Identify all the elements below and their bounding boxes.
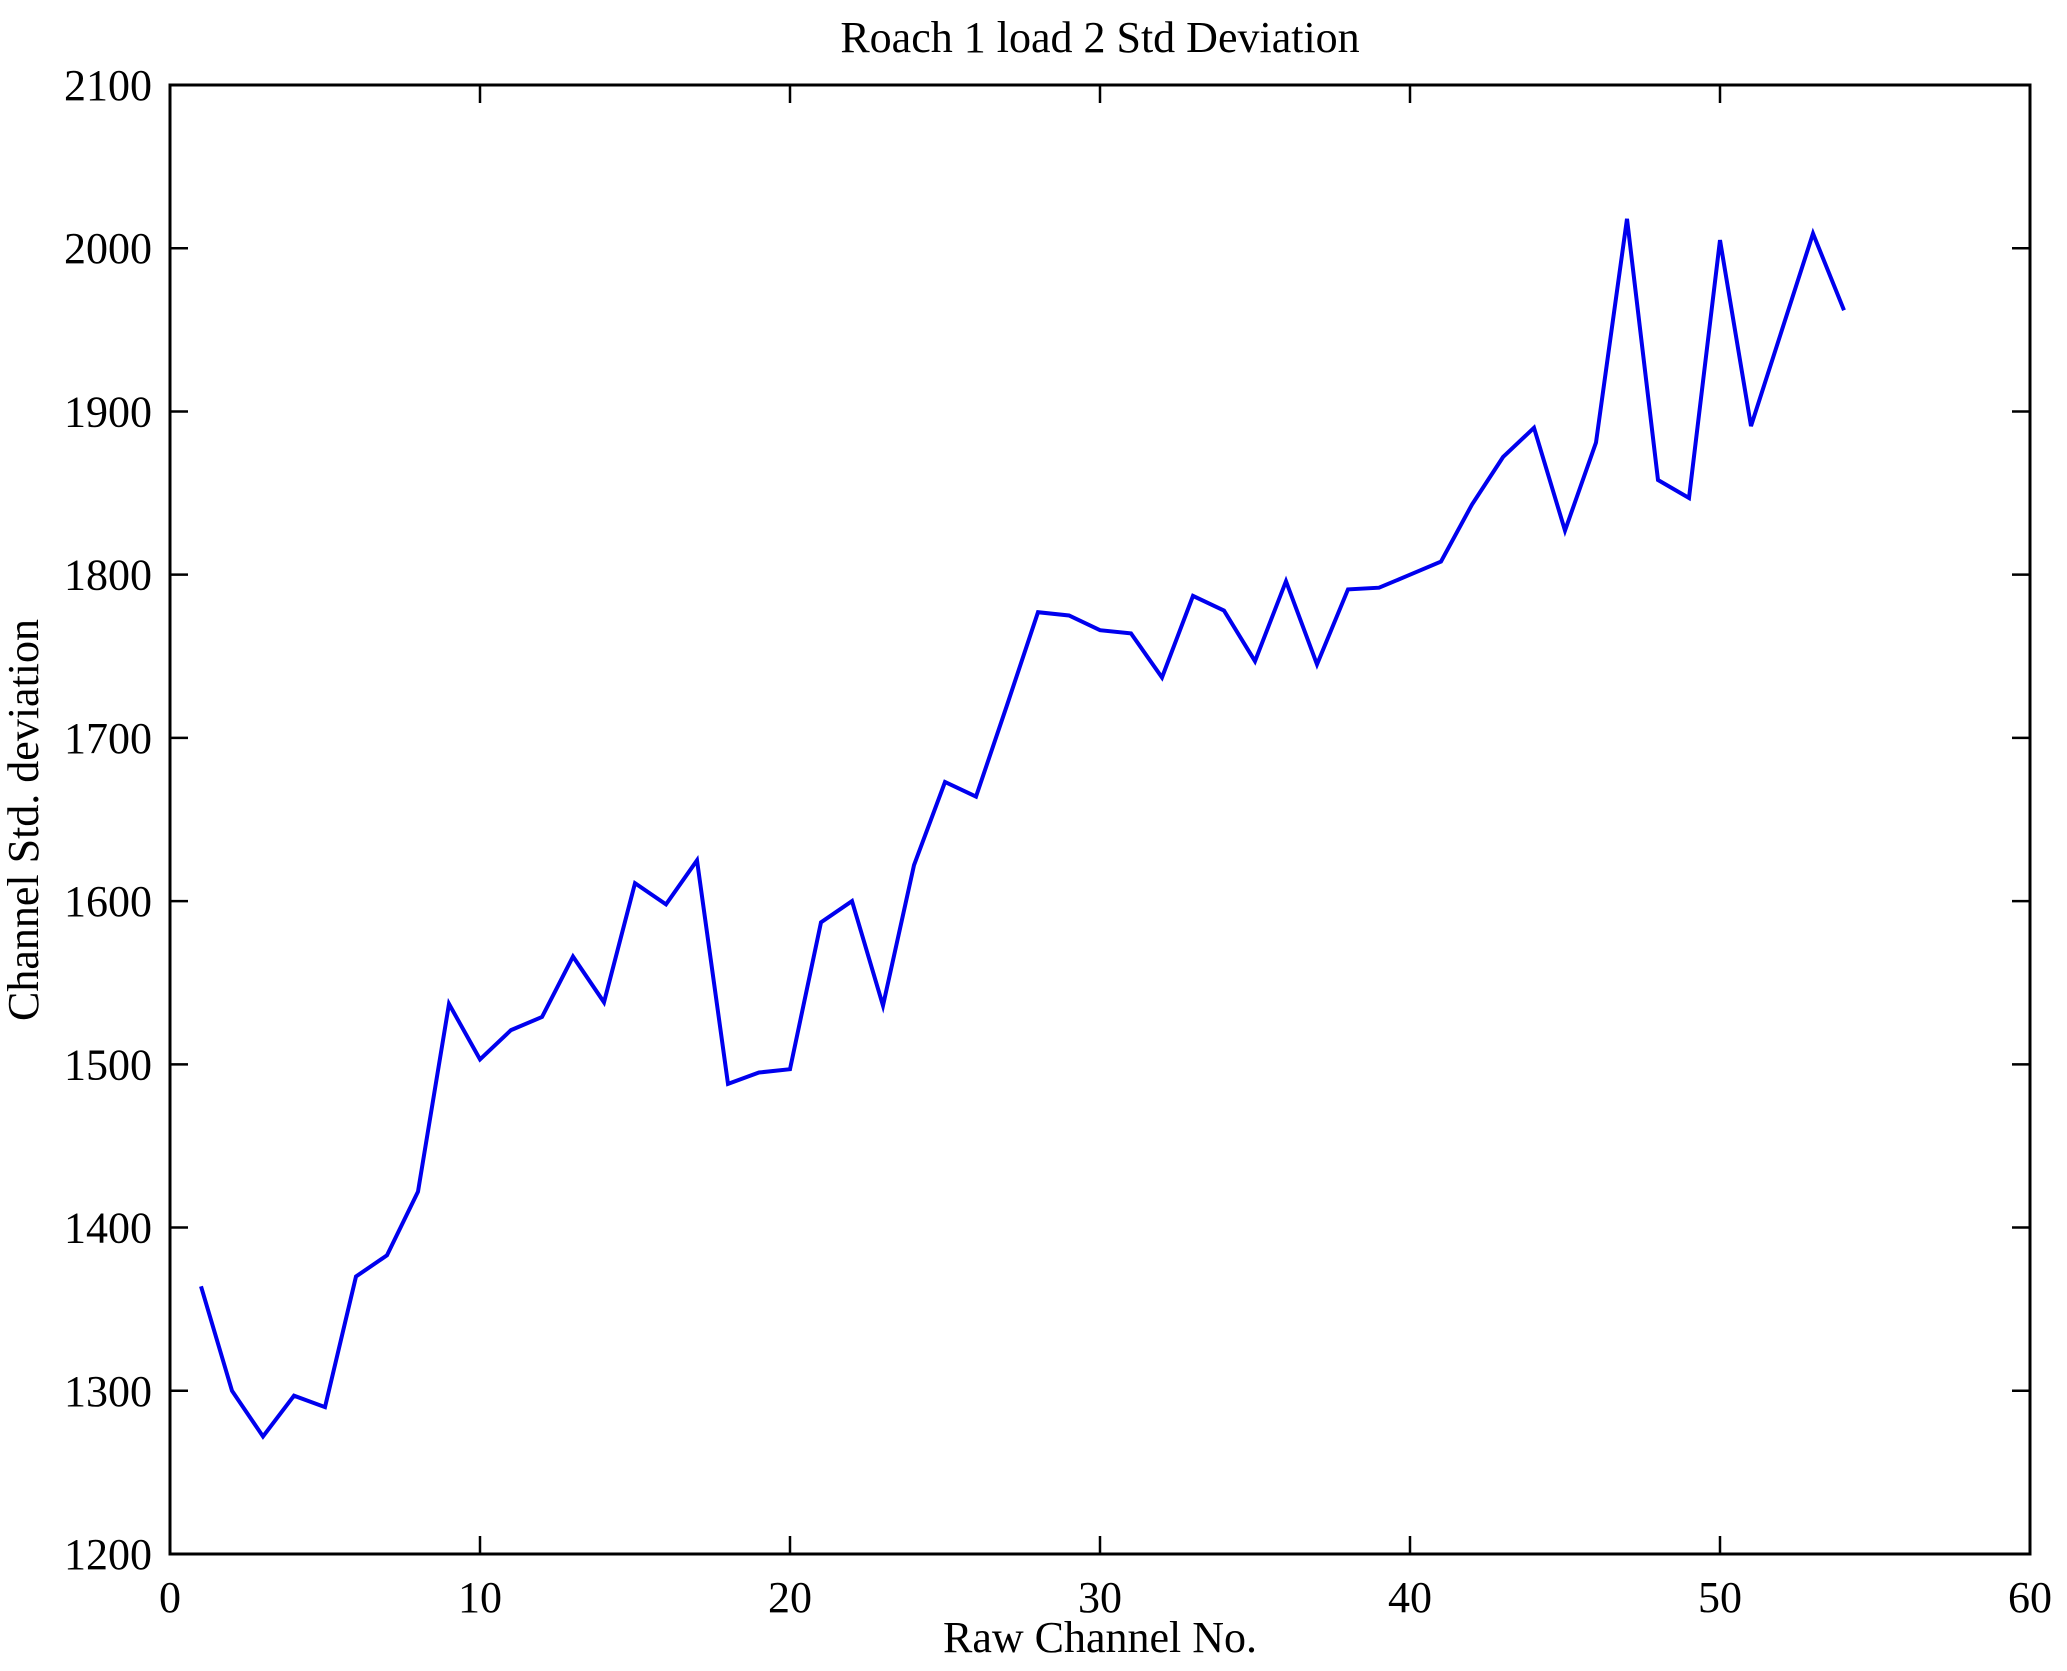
y-tick-label: 1200 — [64, 1530, 152, 1579]
axis-ticks — [168, 83, 2032, 1556]
y-tick-label: 1800 — [64, 551, 152, 600]
y-tick-label: 1300 — [64, 1367, 152, 1416]
chart-title: Roach 1 load 2 Std Deviation — [840, 13, 1359, 62]
data-series-line — [199, 218, 1846, 1440]
y-tick-label: 1400 — [64, 1204, 152, 1253]
x-tick-label: 60 — [2008, 1573, 2052, 1622]
y-tick-label: 2000 — [64, 224, 152, 273]
x-axis-label: Raw Channel No. — [943, 1613, 1257, 1662]
y-tick-label: 1700 — [64, 714, 152, 763]
y-tick-label: 2100 — [64, 61, 152, 110]
y-tick-label: 1500 — [64, 1040, 152, 1089]
x-tick-label: 50 — [1698, 1573, 1742, 1622]
axis-box — [168, 83, 2032, 1556]
x-tick-label: 20 — [768, 1573, 812, 1622]
y-tick-label: 1600 — [64, 877, 152, 926]
y-axis-label: Channel Std. deviation — [0, 619, 48, 1021]
y-tick-label: 1900 — [64, 387, 152, 436]
x-tick-label: 10 — [458, 1573, 502, 1622]
x-tick-label: 30 — [1078, 1573, 1122, 1622]
x-tick-label: 40 — [1388, 1573, 1432, 1622]
x-tick-label: 0 — [159, 1573, 181, 1622]
y-tick-labels: 1200 1300 1400 1500 1600 1700 1800 1900 2000 2100 — [64, 61, 152, 1579]
x-tick-labels: 0 10 20 30 40 50 60 — [159, 1573, 2052, 1622]
